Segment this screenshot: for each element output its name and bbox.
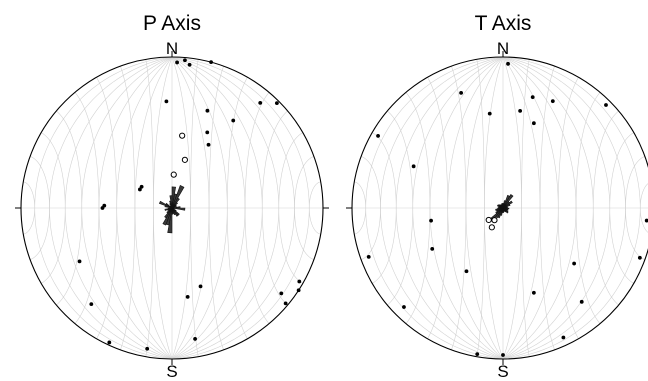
p-axis-panel: P Axis N S [15,12,329,381]
axis-point [198,284,203,289]
axis-point [518,108,523,113]
axis-point [279,291,284,296]
t-axis-title: T Axis [475,12,532,35]
axis-point [193,337,197,341]
axis-point [430,246,435,251]
mean-point [170,171,177,178]
axis-point [475,352,480,356]
axis-point [530,95,535,100]
axis-point [139,184,144,189]
axis-point [637,255,642,260]
axis-point [77,259,82,264]
t-axis-north-label: N [497,39,509,58]
axis-point [185,294,190,299]
axis-point [209,60,213,65]
p-axis-data-points [77,58,302,351]
mean-point [179,132,186,139]
axis-point [550,99,555,104]
axis-point [231,118,236,123]
axis-point [531,121,536,126]
p-axis-north-label: N [166,39,178,58]
axis-point [102,203,107,208]
axis-point [411,164,416,169]
axis-point [296,288,301,293]
p-axis-rose-diagram [158,185,186,234]
axis-point [531,290,536,295]
mean-point [488,224,495,231]
axis-point [137,187,142,192]
mean-point [485,216,492,224]
axis-point [459,91,464,95]
mean-point [181,156,188,163]
axis-point [258,100,263,105]
axis-point [506,61,510,66]
axis-point [297,279,302,284]
axis-point [429,218,433,223]
rose-petal [171,207,186,211]
t-axis-grid [352,56,648,360]
rose-petal [169,195,173,209]
axis-point [376,133,380,138]
axis-point [402,305,406,309]
axis-point [464,269,469,274]
axis-point [89,302,94,307]
axis-point [572,261,577,266]
t-axis-data-points [366,61,648,357]
axis-point [366,254,371,259]
axis-point [175,60,179,65]
axis-point [205,108,210,113]
axis-point [206,142,211,147]
axis-point [274,101,279,106]
axis-point [579,299,584,304]
axis-point [187,62,192,67]
axis-point [501,353,505,357]
axis-point [205,130,210,135]
axis-point [183,58,187,63]
axis-point [561,335,566,340]
rose-petal [501,203,504,209]
axis-point [283,301,288,306]
t-axis-south-label: S [497,362,508,381]
axis-point [164,99,169,104]
mean-point [491,217,498,224]
axis-point [107,340,112,345]
t-axis-panel: T Axis N S [346,12,648,381]
axis-point [487,111,492,116]
p-axis-south-label: S [166,362,177,381]
p-axis-title: P Axis [143,12,201,35]
axis-point [145,346,150,351]
axis-point [604,103,608,107]
p-axis-grid [21,56,323,360]
axis-point [644,218,648,223]
t-axis-rose-diagram [489,194,514,222]
